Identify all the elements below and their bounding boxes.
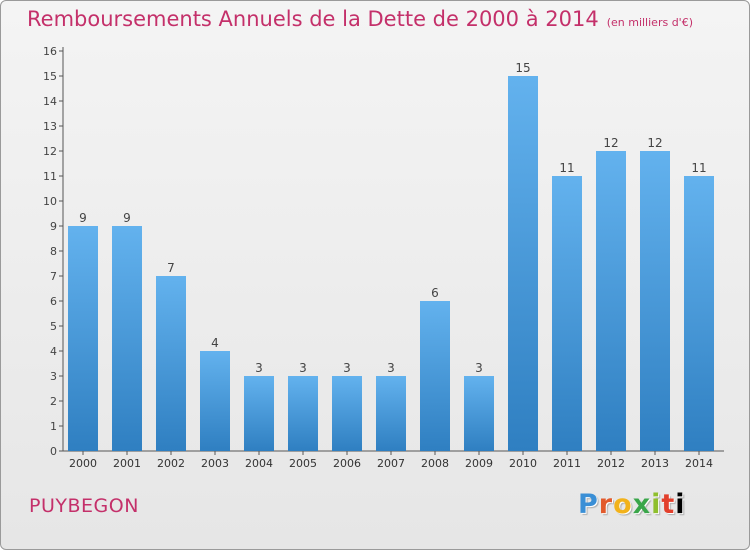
y-tick-label: 8 [50, 245, 57, 258]
x-tick-label: 2004 [245, 457, 273, 470]
bar [156, 276, 186, 451]
data-label: 7 [167, 261, 175, 275]
data-label: 4 [211, 336, 219, 350]
bar [68, 226, 98, 451]
x-tick-label: 2001 [113, 457, 141, 470]
y-tick-label: 10 [43, 195, 57, 208]
y-tick-label: 4 [50, 345, 57, 358]
x-tick-label: 2009 [465, 457, 493, 470]
chart-title-text: Remboursements Annuels de la Dette de 20… [27, 7, 599, 31]
proxiti-logo: Proxiti [578, 489, 686, 520]
x-tick-label: 2012 [597, 457, 625, 470]
data-label: 3 [343, 361, 351, 375]
bar [420, 301, 450, 451]
bar [508, 76, 538, 451]
y-tick-label: 15 [43, 70, 57, 83]
y-tick-label: 1 [50, 420, 57, 433]
y-tick-label: 7 [50, 270, 57, 283]
y-tick-label: 13 [43, 120, 57, 133]
town-name: PUYBEGON [29, 495, 139, 517]
x-tick-label: 2013 [641, 457, 669, 470]
x-tick-label: 2006 [333, 457, 361, 470]
x-tick-label: 2011 [553, 457, 581, 470]
data-label: 6 [431, 286, 439, 300]
bar [112, 226, 142, 451]
data-label: 11 [559, 161, 574, 175]
y-tick-label: 0 [50, 445, 57, 458]
data-labels: 9 9 7 4 3 3 3 3 6 3 15 11 12 12 11 [79, 61, 706, 375]
x-tick-label: 2000 [69, 457, 97, 470]
x-tick-label: 2008 [421, 457, 449, 470]
y-tick-label: 12 [43, 145, 57, 158]
y-tick-label: 6 [50, 295, 57, 308]
bar [376, 376, 406, 451]
x-tick-label: 2005 [289, 457, 317, 470]
data-label: 9 [123, 211, 131, 225]
x-tick-label: 2007 [377, 457, 405, 470]
y-tick-label: 14 [43, 95, 57, 108]
y-tick-label: 11 [43, 170, 57, 183]
data-label: 3 [475, 361, 483, 375]
bar [200, 351, 230, 451]
y-tick-label: 16 [43, 45, 57, 58]
y-tick-label: 9 [50, 220, 57, 233]
bar [288, 376, 318, 451]
data-label: 3 [387, 361, 395, 375]
bars [68, 76, 714, 451]
bar [552, 176, 582, 451]
bar [332, 376, 362, 451]
x-tick-label: 2003 [201, 457, 229, 470]
bar [464, 376, 494, 451]
y-tick-label: 3 [50, 370, 57, 383]
chart-title: Remboursements Annuels de la Dette de 20… [27, 7, 693, 31]
x-tick-label: 2014 [685, 457, 713, 470]
data-label: 12 [647, 136, 662, 150]
x-tick-label: 2002 [157, 457, 185, 470]
bar [684, 176, 714, 451]
bar [640, 151, 670, 451]
data-label: 3 [299, 361, 307, 375]
data-label: 11 [691, 161, 706, 175]
y-tick-label: 5 [50, 320, 57, 333]
x-tick-label: 2010 [509, 457, 537, 470]
chart-unit: (en milliers d'€) [606, 16, 693, 29]
bar [244, 376, 274, 451]
data-label: 3 [255, 361, 263, 375]
bar [596, 151, 626, 451]
y-tick-label: 2 [50, 395, 57, 408]
data-label: 9 [79, 211, 87, 225]
data-label: 15 [515, 61, 530, 75]
data-label: 12 [603, 136, 618, 150]
